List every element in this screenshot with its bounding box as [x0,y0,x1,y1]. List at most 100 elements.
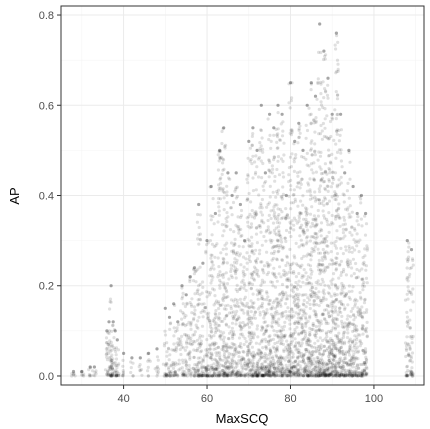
scatter-point [287,277,291,281]
scatter-point [310,353,314,357]
scatter-point [247,331,251,335]
scatter-point [222,282,226,286]
scatter-point [215,374,219,378]
scatter-point [113,370,117,374]
scatter-point [360,371,364,376]
scatter-point [246,311,250,315]
scatter-point [358,339,362,343]
scatter-point [223,369,227,373]
scatter-point [218,354,222,358]
scatter-point [222,260,226,264]
scatter-point [342,361,346,365]
scatter-point [327,374,331,378]
scatter-point [338,133,342,137]
scatter-point [351,349,355,353]
scatter-point [352,227,357,231]
scatter-point [304,369,308,373]
scatter-point [277,272,281,276]
scatter-point [235,364,239,368]
scatter-point [229,307,233,311]
scatter-point [222,293,226,297]
scatter-point [273,299,277,303]
scatter-point [282,269,286,273]
scatter-point [271,373,275,377]
scatter-point [278,138,283,142]
scatter-point [112,336,116,340]
scatter-point [259,373,263,377]
scatter-point [292,157,296,161]
scatter-point [235,268,239,272]
scatter-point [350,373,354,378]
scatter-point [312,161,316,165]
scatter-point [314,315,318,319]
scatter-point [231,314,235,318]
scatter-point [337,374,341,378]
scatter-point [260,218,264,222]
scatter-point [204,366,208,370]
scatter-point [362,368,367,372]
scatter-point [343,321,347,325]
scatter-point [313,150,317,154]
scatter-point [287,101,291,105]
scatter-point [252,265,257,269]
scatter-point [312,294,317,299]
scatter-point [334,192,338,196]
scatter-point [308,197,312,201]
scatter-point [183,348,187,352]
scatter-point [301,148,305,152]
scatter-point [341,333,346,337]
scatter-point [188,355,192,359]
scatter-point [109,358,113,362]
scatter-point [229,263,233,267]
scatter-point [268,263,272,267]
scatter-point [346,350,350,354]
scatter-point [333,354,337,358]
scatter-point [347,148,351,152]
scatter-point [285,272,289,276]
scatter-point [297,360,302,364]
scatter-point [315,296,319,300]
scatter-point [312,235,316,240]
scatter-point [258,288,262,292]
scatter-point [262,309,266,314]
scatter-point [187,368,191,373]
scatter-point [288,346,292,350]
scatter-point [287,359,291,364]
scatter-point [331,311,335,315]
scatter-point [327,136,331,140]
scatter-point [251,301,255,306]
scatter-point [263,329,268,334]
scatter-point [327,373,331,377]
scatter-point [318,272,322,276]
scatter-point [282,324,287,328]
scatter-point [332,340,336,345]
scatter-point [364,264,368,268]
scatter-point [276,217,280,221]
scatter-point [269,324,274,328]
scatter-point [317,349,321,354]
scatter-point [350,289,354,293]
scatter-point [365,334,369,338]
scatter-point [304,366,308,370]
scatter-point [166,367,171,371]
scatter-point [212,372,216,376]
scatter-point [352,373,356,377]
scatter-point [192,305,196,309]
scatter-point [284,345,288,349]
scatter-point [323,196,327,200]
scatter-point [327,374,331,378]
scatter-point [225,290,229,294]
scatter-point [363,372,367,376]
scatter-point [184,293,188,297]
scatter-point [333,171,338,175]
scatter-point [317,321,321,325]
scatter-point [326,96,330,100]
scatter-point [220,188,225,192]
scatter-point [279,299,283,303]
scatter-point [330,339,334,343]
scatter-point [313,363,317,367]
scatter-point [110,358,114,363]
scatter-point [297,370,301,374]
scatter-point [212,303,216,307]
scatter-point [337,178,341,182]
